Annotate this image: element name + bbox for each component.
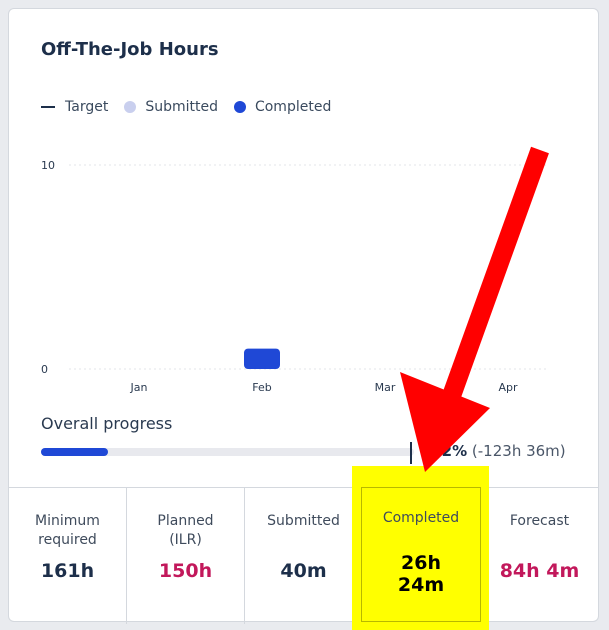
arrow-shaft	[441, 146, 549, 404]
progress-delta-hours: (-123h 36m)	[471, 442, 566, 460]
legend-item-target[interactable]: Target	[41, 99, 108, 115]
stats-row: Minimum required 161h Planned (ILR) 150h S…	[9, 487, 598, 624]
legend-item-submitted[interactable]: Submitted	[124, 99, 218, 115]
stat-forecast: Forecast 84h 4m	[481, 488, 598, 624]
highlight-box	[352, 466, 489, 630]
stat-minimum-required: Minimum required 161h	[9, 488, 127, 624]
stat-value: 161h	[40, 560, 95, 582]
stat-label: Submitted	[267, 513, 340, 529]
hours-bar-chart: 0 10 Jan Feb Mar Apr	[41, 159, 549, 394]
stat-value-hours: 26h	[401, 552, 441, 574]
stat-label: Forecast	[509, 513, 570, 529]
stat-label-completed: Completed	[382, 510, 460, 526]
x-tick-label: Jan	[130, 381, 148, 394]
stat-label: Minimum	[35, 513, 100, 529]
stat-submitted: Submitted 40m	[245, 488, 363, 624]
legend-item-completed[interactable]: Completed	[233, 99, 332, 115]
legend-label-completed: Completed	[254, 99, 332, 115]
x-tick-label: Mar	[375, 381, 396, 394]
overall-progress-fill	[41, 448, 109, 456]
y-tick-label: 10	[41, 159, 55, 172]
stat-value-completed: 26h 24m	[361, 552, 481, 596]
off-the-job-hours-card: Off-The-Job Hours Target Submitted Compl…	[8, 8, 599, 624]
legend-label-target: Target	[65, 99, 109, 115]
submitted-dot-icon	[124, 101, 137, 113]
stat-value-minutes: 24m	[397, 574, 445, 596]
stat-label: (ILR)	[169, 532, 202, 548]
y-tick-label: 0	[41, 363, 48, 376]
x-tick-label: Feb	[252, 381, 271, 394]
chart-legend: Target Submitted Completed	[41, 99, 347, 115]
legend-label-submitted: Submitted	[145, 99, 218, 115]
completed-dot-icon	[233, 101, 246, 113]
stat-label: required	[38, 532, 97, 548]
stat-value: 84h 4m	[499, 560, 580, 582]
arrow-head	[400, 372, 490, 472]
stat-completed	[361, 487, 481, 622]
stat-value: 40m	[280, 560, 327, 582]
overall-progress-label: Overall progress	[41, 414, 173, 433]
x-tick-label: Apr	[498, 381, 518, 394]
card-title: Off-The-Job Hours	[41, 39, 219, 60]
stat-planned-ilr: Planned (ILR) 150h	[127, 488, 245, 624]
bar-completed-feb[interactable]	[244, 348, 280, 369]
overall-progress-track	[41, 448, 414, 456]
stat-label: Planned	[157, 513, 214, 529]
stat-value: 150h	[158, 560, 213, 582]
progress-target-marker	[410, 442, 412, 464]
target-line-icon	[41, 106, 55, 108]
